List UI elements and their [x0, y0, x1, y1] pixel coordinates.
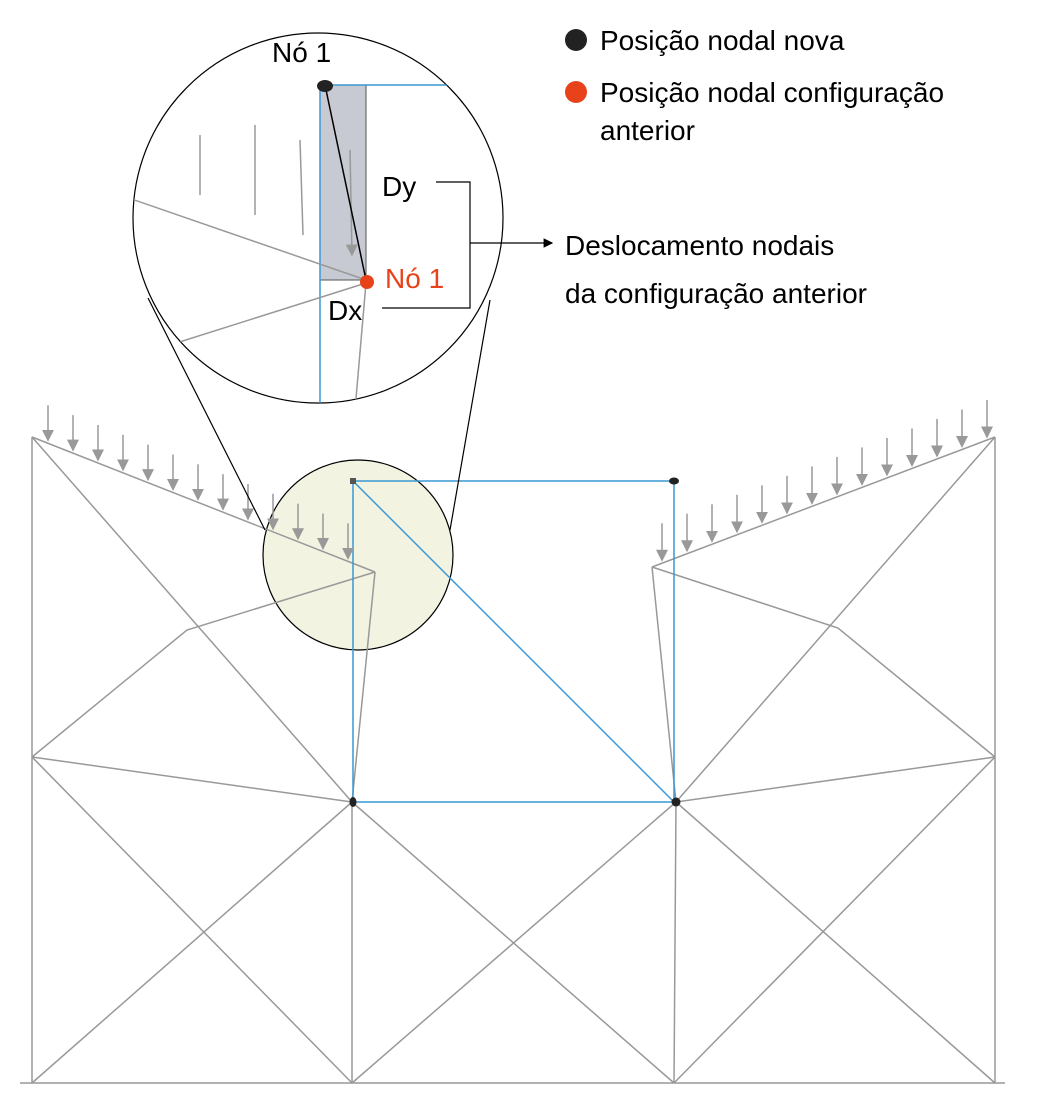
legend-label: anterior: [600, 115, 695, 146]
node-old-label: Nó 1: [385, 263, 444, 294]
legend-label: Posição nodal nova: [600, 25, 845, 56]
zoom-view: Nó 1 Dy Nó 1 Dx: [132, 32, 504, 404]
node-new-label: Nó 1: [272, 37, 331, 68]
annotation-line: da configuração anterior: [565, 278, 867, 309]
legend-marker: [565, 29, 587, 51]
dy-label: Dy: [382, 171, 416, 202]
legend-label: Posição nodal configuração: [600, 77, 944, 108]
annotation-line: Deslocamento nodais: [565, 230, 834, 261]
zoom-lines: [147, 297, 491, 531]
dx-label: Dx: [328, 295, 362, 326]
legend-marker: [565, 81, 587, 103]
bracket-arrow: [382, 181, 552, 309]
loads: [42, 400, 993, 562]
zoom-region: [262, 459, 454, 651]
truss: [20, 400, 1005, 1084]
